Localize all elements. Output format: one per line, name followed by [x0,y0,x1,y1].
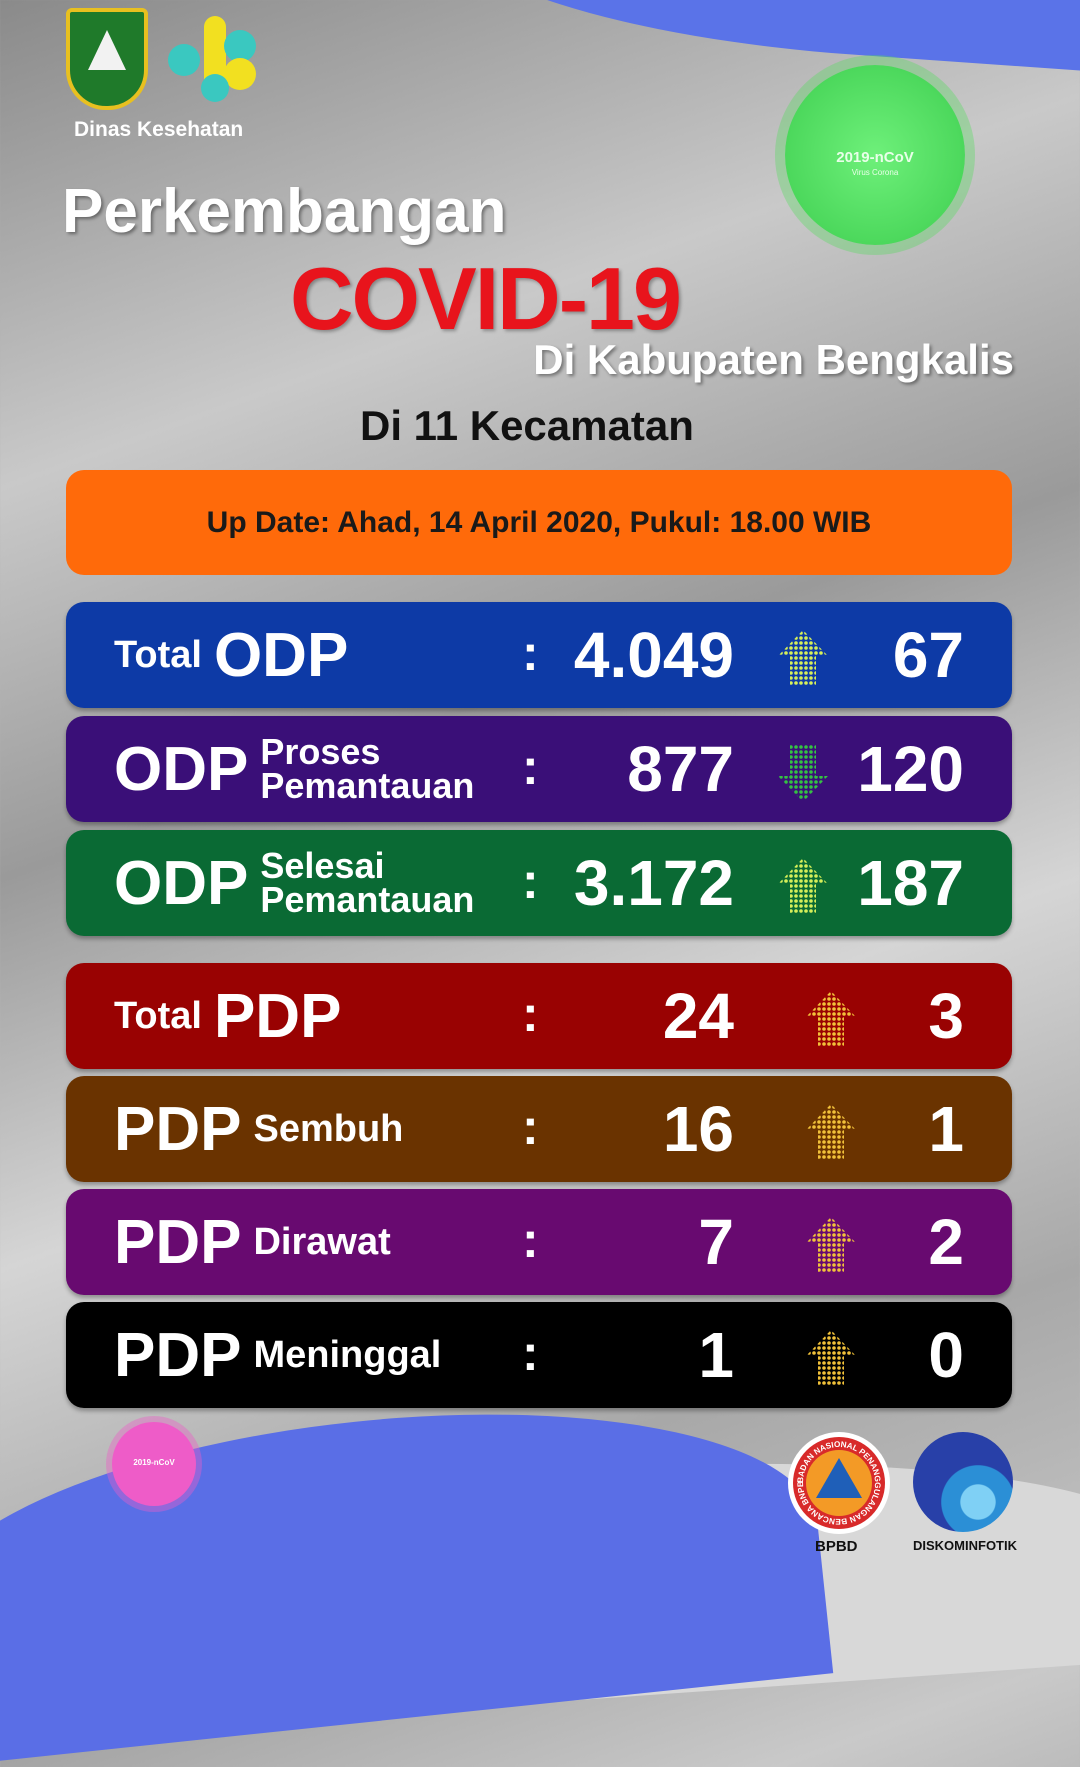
separator: : [522,1212,539,1268]
separator: : [522,986,539,1042]
row-sublabel: Sembuh [253,1107,404,1150]
ministry-of-health-logo [168,16,256,102]
agency-name: Dinas Kesehatan [74,118,244,141]
row-value: 3.172 [573,847,734,919]
virus-badge-text: 2019-nCoV [133,1458,175,1467]
row-label: PDP Dirawat [114,1189,391,1295]
title-districts: Di 11 Kecamatan [360,402,694,449]
trend-up-arrow-icon [807,1105,856,1159]
separator: : [522,1099,539,1155]
virus-badge-title: 2019-nCoV [836,149,914,166]
row-label: ODP Selesai Pemantauan [114,830,474,936]
row-value: 1 [698,1319,734,1391]
row-prefix: Total [114,633,202,676]
row-value: 16 [662,1093,734,1165]
trend-up-arrow-icon [779,631,828,685]
row-sublabel-line1: Selesai [260,845,385,886]
row-main-label: ODP [114,848,249,918]
update-text: Up Date: Ahad, 14 April 2020, Pukul: 18.… [206,505,872,539]
row-sublabel: Dirawat [253,1220,391,1263]
row-change: 187 [857,847,964,919]
row-prefix: Total [114,994,202,1037]
separator: : [522,625,539,681]
stat-row: PDP Sembuh: 16 1 [66,1076,1012,1182]
row-change: 3 [928,980,964,1052]
row-change: 0 [928,1319,964,1391]
row-label: PDP Meninggal [114,1302,441,1408]
row-value: 7 [698,1206,734,1278]
row-main-label: PDP [114,1320,242,1390]
separator: : [522,853,539,909]
row-label: Total PDP [114,963,341,1069]
bnpb-logo: BADAN NASIONAL PENANGGULANGAN BENCANA BN… [788,1432,890,1534]
stat-row: ODP Selesai Pemantauan:3.172 187 [66,830,1012,936]
row-label: ODP Proses Pemantauan [114,716,474,822]
diskominfotik-caption: DISKOMINFOTIK [913,1538,1017,1553]
row-change: 1 [928,1093,964,1165]
row-value: 877 [627,733,734,805]
stat-row: Total ODP:4.049 67 [66,602,1012,708]
row-sublabel-line2: Pemantauan [260,765,475,806]
trend-up-arrow-icon [807,1331,856,1385]
virus-icon: 2019-nCoV Virus Corona [785,65,965,245]
row-sublabel-line1: Proses [260,731,381,772]
row-sublabel: Meninggal [253,1333,442,1376]
row-sublabel: Selesai Pemantauan [260,845,475,920]
trend-up-arrow-icon [807,992,856,1046]
trend-up-arrow-icon [779,859,828,913]
trend-up-arrow-icon [807,1218,856,1272]
trend-down-arrow-icon [779,745,828,799]
bpbd-caption: BPBD [815,1538,858,1555]
update-banner: Up Date: Ahad, 14 April 2020, Pukul: 18.… [66,470,1012,575]
row-sublabel-line2: Pemantauan [260,879,475,920]
stat-row: Total PDP: 24 3 [66,963,1012,1069]
stat-row: PDP Dirawat: 7 2 [66,1189,1012,1295]
stat-row: ODP Proses Pemantauan:877 120 [66,716,1012,822]
row-label: PDP Sembuh [114,1076,403,1182]
virus-badge-subtitle: Virus Corona [851,168,899,177]
row-main-label: ODP [114,734,249,804]
row-change: 2 [928,1206,964,1278]
row-sublabel: Proses Pemantauan [260,731,475,806]
row-main-label: ODP [213,620,349,690]
row-label: Total ODP [114,602,348,708]
virus-icon: 2019-nCoV [112,1422,196,1506]
row-change: 67 [892,619,964,691]
title-covid: COVID-19 [290,249,682,348]
row-main-label: PDP [114,1207,242,1277]
title-line1: Perkembangan [62,177,507,246]
separator: : [522,1325,539,1381]
kominfo-logo [913,1432,1013,1532]
regency-emblem-logo [66,8,148,110]
row-change: 120 [857,733,964,805]
background-shape [434,0,1080,75]
title-region: Di Kabupaten Bengkalis [533,336,1014,383]
row-value: 24 [662,980,734,1052]
row-value: 4.049 [573,619,734,691]
stat-row: PDP Meninggal: 1 0 [66,1302,1012,1408]
separator: : [522,739,539,795]
row-main-label: PDP [213,981,342,1051]
row-main-label: PDP [114,1094,242,1164]
